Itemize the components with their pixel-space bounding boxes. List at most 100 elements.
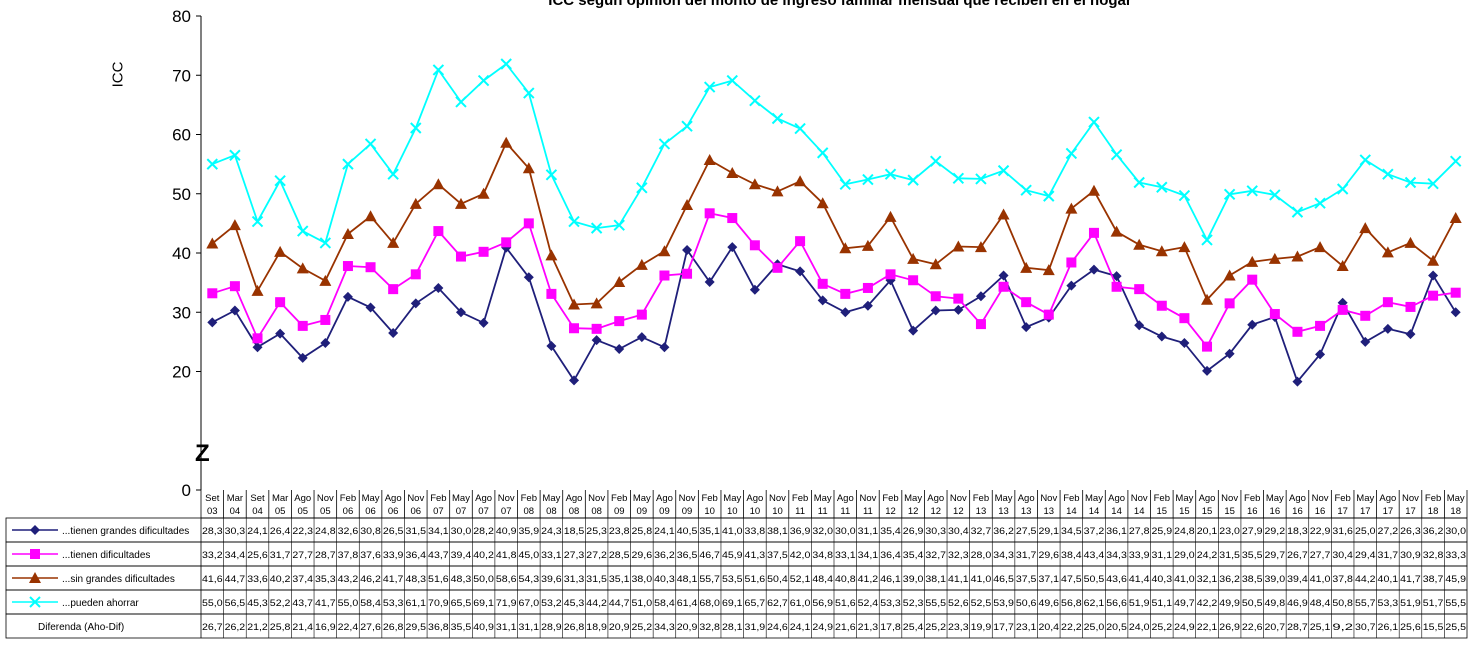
x-tick-label: 06 — [343, 506, 354, 517]
table-cell-value: 44,7 — [225, 574, 246, 585]
table-cell-value: 34,5 — [1061, 526, 1082, 537]
table-cell-value: 40,2 — [473, 550, 494, 561]
x-tick-label: May — [542, 493, 560, 504]
table-cell-value: 53,3 — [1378, 598, 1399, 609]
data-point — [455, 307, 466, 318]
table-cell-value: 55,7 — [699, 574, 720, 585]
table-cell-value: 44,2 — [1355, 574, 1376, 585]
x-tick-label: Ago — [475, 493, 492, 504]
x-tick-label: Feb — [1334, 493, 1350, 504]
data-point — [546, 288, 557, 299]
table-cell-value: 36,2 — [654, 550, 675, 561]
x-tick-label: Feb — [973, 493, 989, 504]
table-cell-value: 55,0 — [338, 598, 359, 609]
table-cell-value: 31,9 — [745, 622, 766, 633]
data-point — [1292, 376, 1303, 387]
x-tick-label: Nov — [859, 493, 876, 504]
table-cell-value: 42,0 — [790, 550, 811, 561]
data-point — [590, 222, 603, 234]
table-cell-value: 29,0 — [1174, 550, 1195, 561]
data-point — [681, 120, 693, 132]
data-point — [523, 87, 535, 99]
table-cell-value: 61,0 — [790, 598, 811, 609]
data-point — [749, 95, 761, 107]
x-tick-label: Feb — [701, 493, 717, 504]
x-tick-label: 08 — [524, 506, 535, 517]
data-point — [1405, 301, 1416, 312]
data-point — [319, 274, 332, 286]
data-point — [251, 215, 264, 228]
table-cell-value: 50,5 — [1242, 598, 1263, 609]
data-point — [432, 64, 445, 76]
table-cell-value: 46,7 — [699, 550, 720, 561]
table-cell-value: 40,1 — [1378, 574, 1399, 585]
x-tick-label: 15 — [1157, 506, 1168, 517]
x-tick-label: 05 — [297, 506, 308, 517]
table-cell-value: 33,1 — [541, 550, 562, 561]
x-tick-label: 17 — [1360, 506, 1371, 517]
table-cell-value: 40,9 — [496, 526, 517, 537]
table-cell-value: 34,1 — [428, 526, 449, 537]
x-tick-label: Feb — [1425, 493, 1441, 504]
table-cell-value: 55,5 — [1445, 598, 1466, 609]
data-point — [1246, 255, 1259, 267]
table-cell-value: 38,1 — [767, 526, 788, 537]
table-cell-value: 70,9 — [428, 598, 449, 609]
table-cell-value: 48,4 — [1310, 598, 1331, 609]
table-cell-value: 33,8 — [745, 526, 766, 537]
table-cell-value: 46,1 — [880, 574, 901, 585]
data-point — [1088, 227, 1099, 238]
x-tick-label: May — [633, 493, 651, 504]
data-point — [658, 138, 671, 150]
data-point — [659, 270, 670, 281]
data-point — [1315, 320, 1326, 331]
table-cell-value: 71,9 — [496, 598, 517, 609]
data-point — [1133, 176, 1145, 189]
data-point — [1291, 250, 1304, 262]
table-cell-value: 27,6 — [360, 622, 381, 633]
table-cell-value: 28,0 — [971, 550, 992, 561]
x-tick-label: Ago — [1199, 493, 1216, 504]
legend-marker — [29, 596, 41, 608]
data-point — [342, 158, 354, 170]
x-tick-label: 16 — [1270, 506, 1281, 517]
x-tick-label: 04 — [252, 506, 263, 517]
data-point — [1155, 245, 1168, 257]
x-tick-label: 12 — [953, 506, 964, 517]
table-cell-value: 30,4 — [948, 526, 969, 537]
data-point — [342, 158, 354, 170]
data-point — [297, 320, 308, 331]
x-tick-label: 07 — [478, 506, 489, 517]
table-cell-value: 17,8 — [880, 622, 901, 633]
data-point — [410, 269, 421, 280]
data-point — [523, 272, 534, 283]
x-tick-label: 14 — [1111, 506, 1122, 517]
table-cell-value: 38,0 — [632, 574, 653, 585]
x-tick-label: 11 — [840, 506, 850, 517]
data-point — [726, 167, 739, 179]
table-cell-value: 52,1 — [790, 574, 811, 585]
legend-label: ...sin grandes dificultades — [62, 574, 175, 585]
table-cell-value: 41,0 — [1310, 574, 1331, 585]
data-point — [862, 300, 873, 311]
x-tick-label: 09 — [682, 506, 693, 517]
table-cell-value: 61,1 — [405, 598, 426, 609]
table-cell-value: 26,3 — [1400, 526, 1421, 537]
data-point — [930, 291, 941, 302]
data-point — [816, 147, 829, 159]
y-tick-label: 70 — [172, 66, 191, 85]
table-cell-value: 36,8 — [428, 622, 449, 633]
data-point — [1111, 281, 1122, 292]
data-point — [1450, 287, 1461, 298]
table-cell-value: 28,9 — [541, 622, 562, 633]
data-point — [1382, 297, 1393, 308]
data-point — [749, 284, 760, 295]
table-cell-value: 34,4 — [225, 550, 246, 561]
table-cell-value: 37,4 — [292, 574, 313, 585]
data-point — [455, 251, 466, 262]
x-tick-label: Nov — [1312, 493, 1329, 504]
data-point — [387, 236, 400, 248]
data-point — [1110, 225, 1123, 237]
data-point — [1066, 280, 1077, 291]
data-point — [839, 242, 852, 254]
